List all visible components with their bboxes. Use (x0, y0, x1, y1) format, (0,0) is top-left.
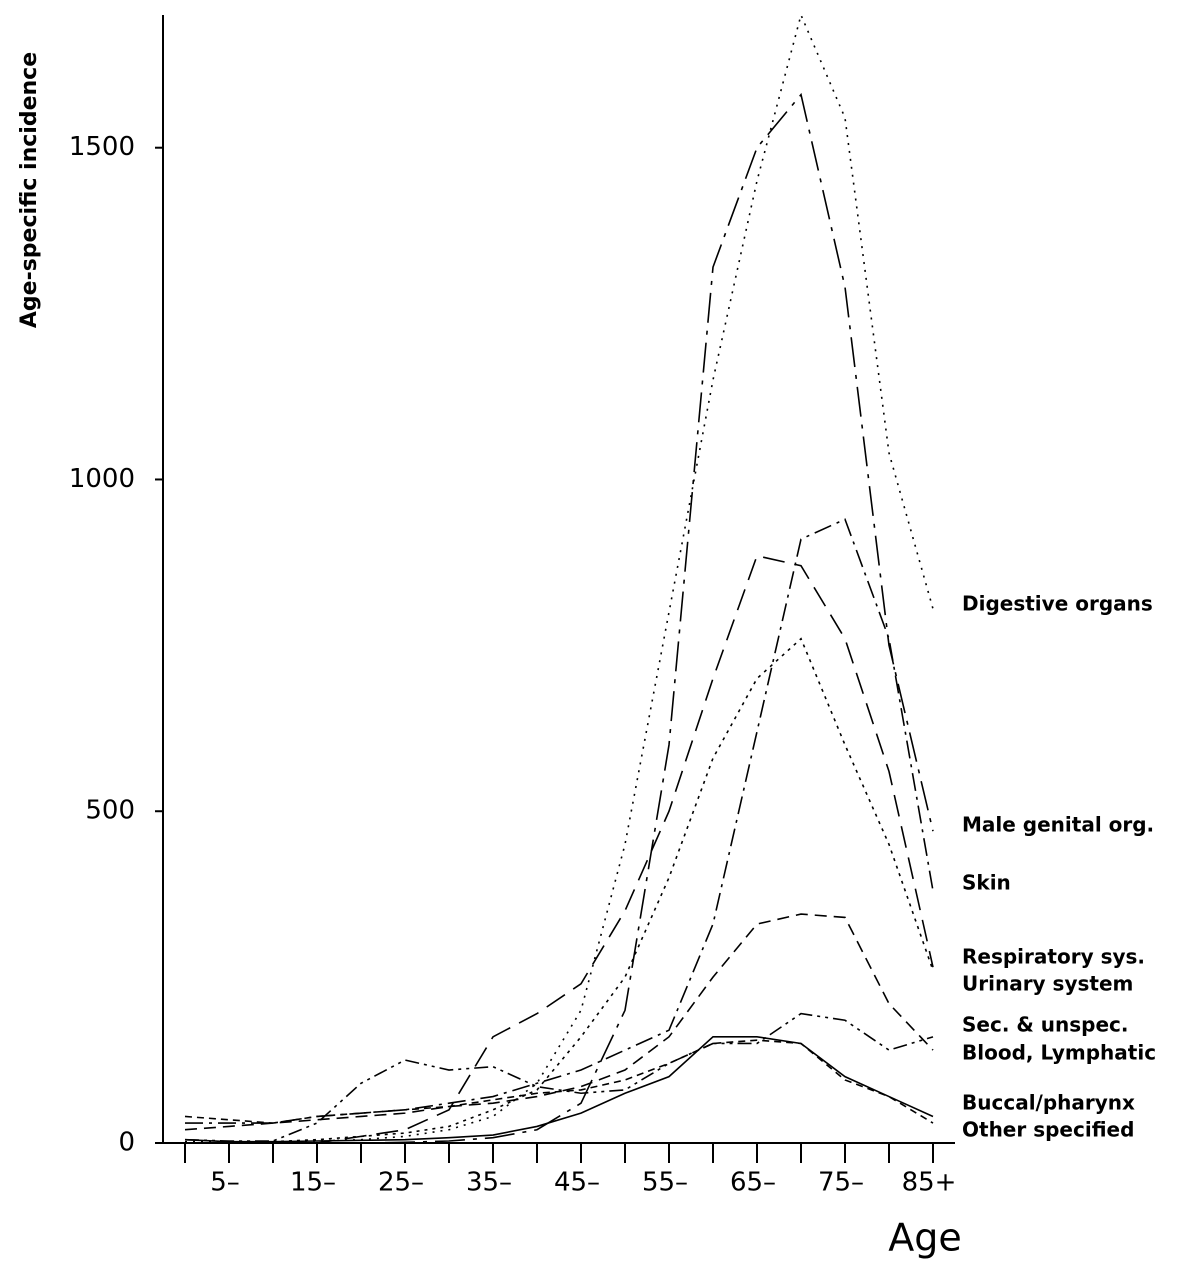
series-label: Blood, Lymphatic (962, 1041, 1156, 1065)
series-label: Respiratory sys. (962, 945, 1145, 969)
series-label: Digestive organs (962, 592, 1153, 616)
y-tick-label: 1500 (69, 132, 135, 162)
x-tick-label: 75– (818, 1168, 864, 1198)
y-tick-label: 1000 (69, 464, 135, 494)
y-axis-title: Age-specific incidence (17, 52, 42, 328)
series-label: Sec. & unspec. (962, 1013, 1129, 1037)
x-tick-label: 45– (554, 1168, 600, 1198)
series-line (185, 637, 934, 1144)
y-tick-label: 0 (118, 1128, 135, 1158)
series-line (185, 554, 934, 1144)
series-label: Male genital org. (962, 813, 1154, 837)
x-tick-label: 5– (210, 1168, 240, 1198)
series-line (185, 518, 934, 1124)
x-tick-label: 65– (730, 1168, 776, 1198)
x-tick-label: 35– (466, 1168, 512, 1198)
series-line (184, 1039, 934, 1124)
x-tick-label: 15– (290, 1168, 336, 1198)
series-label: Skin (962, 871, 1011, 895)
series-label: Urinary system (962, 972, 1133, 996)
y-tick-label: 500 (85, 796, 135, 826)
series-label: Buccal/pharynx (962, 1091, 1135, 1115)
series-line (185, 92, 934, 1144)
x-tick-label: 25– (378, 1168, 424, 1198)
x-tick-label: 55– (642, 1168, 688, 1198)
series-line (184, 913, 934, 1131)
x-axis-title: Age (888, 1216, 962, 1260)
series-line (184, 1012, 934, 1142)
series-label: Other specified (962, 1118, 1134, 1142)
x-tick-label: 85+ (902, 1168, 957, 1198)
series-line (185, 12, 934, 1143)
